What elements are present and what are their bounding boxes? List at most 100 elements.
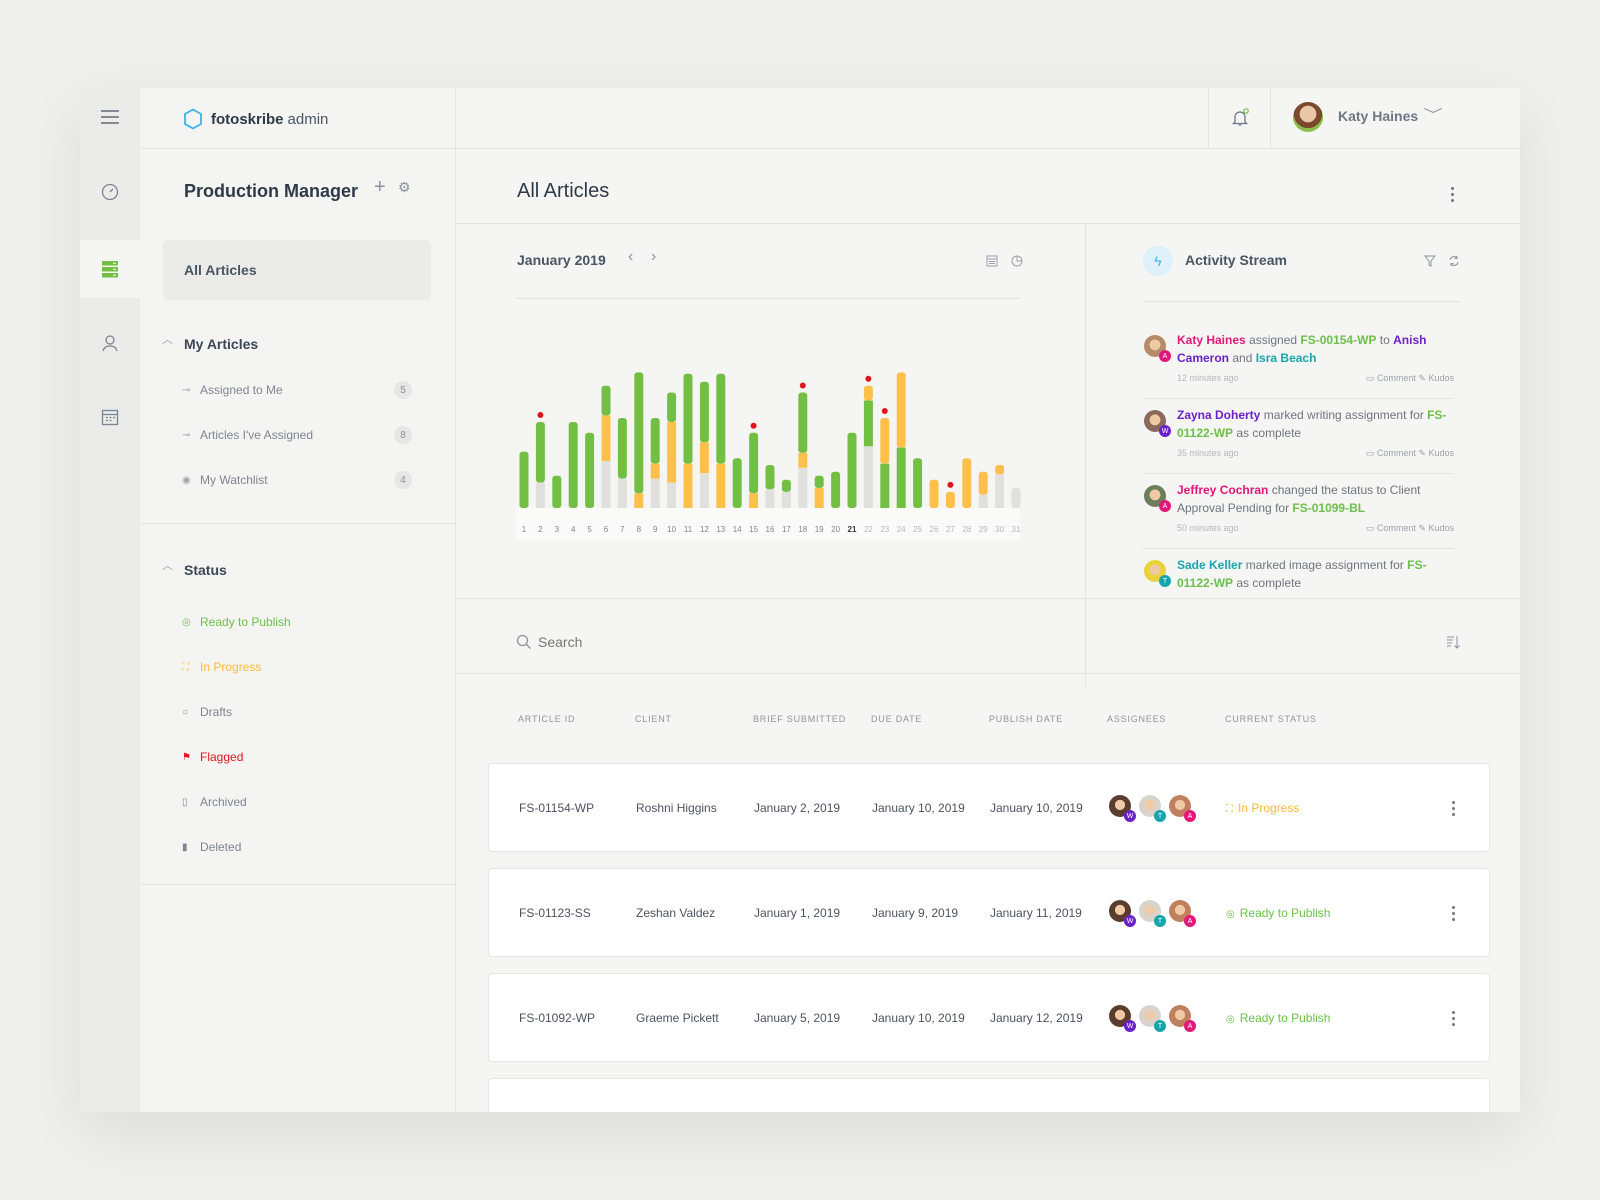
bar-day-23[interactable]	[880, 418, 890, 508]
article-link[interactable]: FS-01122-WP	[1177, 558, 1427, 590]
next-month-button[interactable]: ›	[651, 248, 656, 266]
rail-users[interactable]	[80, 314, 140, 372]
bar-day-25[interactable]	[913, 458, 923, 508]
chevron-up-icon[interactable]: ︿	[162, 334, 173, 346]
bar-day-13[interactable]	[716, 373, 726, 508]
status-filter-item[interactable]: ⚑ Flagged	[182, 745, 412, 769]
more-options-button[interactable]	[1451, 187, 1455, 202]
assignee-avatar[interactable]: A	[1169, 900, 1196, 927]
bar-day-4[interactable]	[568, 422, 578, 508]
menu-button[interactable]	[80, 88, 140, 146]
table-row[interactable]: FS-01154-WP Roshni Higgins January 2, 2019…	[488, 763, 1490, 852]
article-link[interactable]: FS-01099-BL	[1292, 501, 1366, 515]
avatar[interactable]: W	[1144, 410, 1171, 437]
avatar[interactable]: A	[1144, 335, 1171, 362]
kudos-button[interactable]: Kudos	[1428, 373, 1454, 383]
row-menu-button[interactable]	[1452, 801, 1456, 816]
bar-day-6[interactable]	[601, 385, 611, 508]
bar-day-26[interactable]	[929, 479, 939, 508]
assignee-avatar[interactable]: W	[1109, 795, 1136, 822]
assignee-avatar[interactable]: W	[1109, 900, 1136, 927]
bar-day-9[interactable]	[650, 418, 660, 508]
my-articles-heading[interactable]: My Articles	[184, 336, 259, 352]
my-articles-item[interactable]: ⊸ Assigned to Me 5	[182, 378, 412, 402]
bar-day-30[interactable]	[995, 465, 1005, 508]
my-articles-item[interactable]: ◉ My Watchlist 4	[182, 468, 412, 492]
status-filter-item[interactable]: ▯ Archived	[182, 790, 412, 814]
person-link[interactable]: Zayna Doherty	[1177, 408, 1261, 422]
bar-day-2[interactable]	[535, 422, 545, 508]
status-filter-item[interactable]: ⛶ In Progress	[182, 655, 412, 679]
assignee-avatar[interactable]: W	[1109, 1005, 1136, 1032]
article-link[interactable]: FS-00154-WP	[1300, 333, 1377, 347]
row-menu-button[interactable]	[1452, 1011, 1456, 1026]
bar-day-5[interactable]	[585, 432, 595, 508]
my-articles-item[interactable]: ⊸ Articles I've Assigned 8	[182, 423, 412, 447]
bar-day-11[interactable]	[683, 373, 693, 508]
bar-day-8[interactable]	[634, 372, 644, 508]
assignee-avatar[interactable]: A	[1169, 1005, 1196, 1032]
user-name[interactable]: Katy Haines	[1338, 108, 1419, 124]
brand-logo[interactable]: fotoskribe admin	[183, 108, 328, 130]
kudos-button[interactable]: Kudos	[1428, 523, 1454, 533]
assignee-avatar[interactable]: T	[1139, 795, 1166, 822]
rail-calendar[interactable]	[80, 388, 140, 446]
bar-day-21[interactable]	[847, 432, 857, 508]
comment-button[interactable]: Comment	[1376, 373, 1416, 383]
person-link[interactable]: Katy Haines	[1177, 333, 1246, 347]
table-row[interactable]	[488, 1078, 1490, 1112]
all-articles-item[interactable]: All Articles	[163, 240, 431, 300]
bar-day-22[interactable]	[863, 385, 873, 508]
person-link[interactable]: Sade Keller	[1177, 558, 1243, 572]
column-header[interactable]: CLIENT	[635, 714, 672, 724]
bar-day-28[interactable]	[962, 458, 972, 508]
status-filter-item[interactable]: ○ Drafts	[182, 700, 412, 724]
row-menu-button[interactable]	[1452, 906, 1456, 921]
comment-button[interactable]: Comment	[1376, 448, 1416, 458]
bar-day-17[interactable]	[781, 479, 791, 508]
assignee-avatar[interactable]: A	[1169, 795, 1196, 822]
bar-day-29[interactable]	[978, 471, 988, 508]
bar-day-15[interactable]	[749, 432, 759, 508]
avatar[interactable]: T	[1144, 560, 1171, 587]
person-link[interactable]: Anish Cameron	[1177, 333, 1427, 365]
chevron-up-icon[interactable]: ︿	[162, 560, 173, 572]
person-link[interactable]: Isra Beach	[1255, 351, 1317, 365]
user-avatar[interactable]	[1293, 102, 1323, 132]
column-header[interactable]: DUE DATE	[871, 714, 923, 724]
kudos-button[interactable]: Kudos	[1428, 448, 1454, 458]
status-filter-item[interactable]: ▮ Deleted	[182, 835, 412, 859]
search-input[interactable]	[538, 628, 1338, 656]
sort-button[interactable]	[1446, 635, 1460, 654]
bar-day-18[interactable]	[798, 392, 808, 508]
column-header[interactable]: BRIEF SUBMITTED	[753, 714, 847, 724]
rail-dashboard[interactable]	[80, 163, 140, 221]
bar-day-3[interactable]	[552, 475, 562, 508]
column-header[interactable]: CURRENT STATUS	[1225, 714, 1317, 724]
prev-month-button[interactable]: ‹	[628, 248, 633, 266]
article-link[interactable]: FS-01122-WP	[1177, 408, 1447, 440]
filter-button[interactable]	[1423, 254, 1437, 272]
rail-articles[interactable]	[80, 240, 140, 298]
refresh-button[interactable]	[1448, 254, 1460, 272]
add-button[interactable]: +	[374, 176, 386, 199]
bar-day-14[interactable]	[732, 458, 742, 508]
bar-day-10[interactable]	[667, 392, 677, 508]
assignee-avatar[interactable]: T	[1139, 1005, 1166, 1032]
status-filter-item[interactable]: ◎ Ready to Publish	[182, 610, 412, 634]
bar-day-12[interactable]	[699, 381, 709, 508]
bar-day-7[interactable]	[617, 418, 627, 508]
bar-day-24[interactable]	[896, 372, 906, 508]
person-link[interactable]: Jeffrey Cochran	[1177, 483, 1269, 497]
chevron-down-icon[interactable]: ﹀	[1423, 107, 1443, 123]
calendar-view-button[interactable]	[986, 254, 998, 272]
settings-button[interactable]: ⚙	[398, 179, 411, 196]
bar-day-20[interactable]	[831, 471, 841, 508]
comment-button[interactable]: Comment	[1376, 523, 1416, 533]
notifications-button[interactable]	[1230, 108, 1250, 133]
table-row[interactable]: FS-01092-WP Graeme Pickett January 5, 2019…	[488, 973, 1490, 1062]
status-heading[interactable]: Status	[184, 562, 227, 578]
assignee-avatar[interactable]: T	[1139, 900, 1166, 927]
bar-day-31[interactable]	[1011, 487, 1021, 508]
bar-day-16[interactable]	[765, 465, 775, 508]
